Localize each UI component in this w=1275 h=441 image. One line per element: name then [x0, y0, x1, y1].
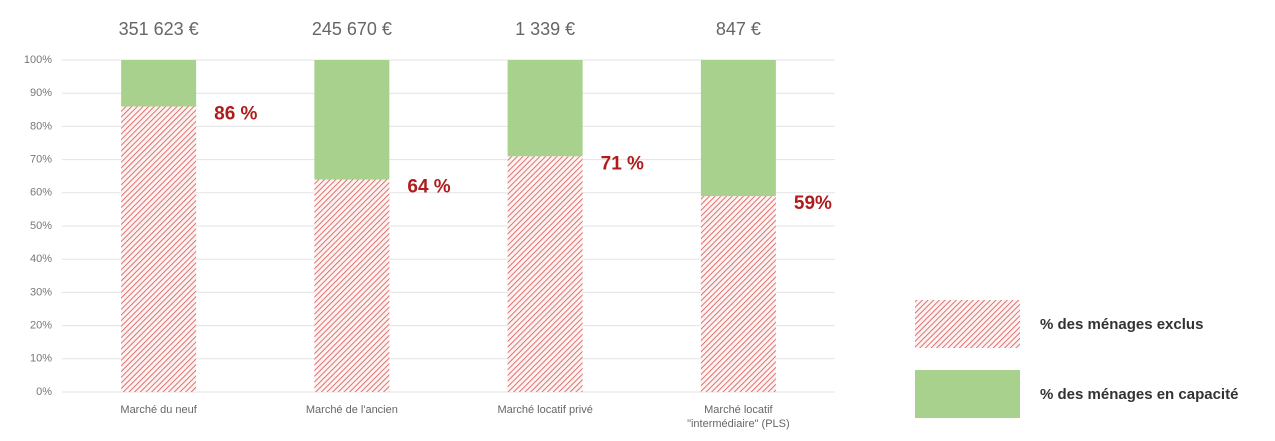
annotation: 847 €: [716, 19, 761, 39]
value-label: 86 %: [214, 103, 257, 124]
y-tick-label: 90%: [30, 87, 52, 99]
y-tick-label: 10%: [30, 353, 52, 365]
annotation: 1 339 €: [515, 19, 575, 39]
bar-segment: [314, 60, 390, 180]
legend-swatch: [915, 370, 1020, 418]
bar-segment: [121, 60, 197, 107]
x-label-box: Marché locatif privé: [497, 404, 593, 416]
bar-segment: [700, 196, 776, 392]
y-tick-label: 70%: [30, 154, 52, 166]
x-tick-label: Marché locatif privé: [497, 404, 593, 416]
bar-segment: [507, 156, 583, 392]
x-tick-label: Marché du neuf: [120, 404, 197, 416]
y-tick-label: 50%: [30, 220, 52, 232]
x-label-box: Marché du neuf: [120, 404, 197, 416]
y-tick-label: 80%: [30, 120, 52, 132]
bar-segment: [507, 60, 583, 157]
y-tick-label: 40%: [30, 253, 52, 265]
y-tick-label: 60%: [30, 187, 52, 199]
x-label-box: Marché locatif "intermédiaire" (PLS): [687, 404, 790, 430]
y-tick-label: 30%: [30, 286, 52, 298]
bar-segment: [314, 179, 390, 392]
legend-label: % des ménages en capacité: [1040, 386, 1238, 403]
value-label: 71 %: [601, 153, 644, 174]
bar-segment: [121, 106, 197, 392]
x-label-box: Marché de l'ancien: [305, 404, 398, 416]
y-tick-label: 20%: [30, 320, 52, 332]
annotation: 245 670 €: [312, 19, 392, 39]
y-tick-label: 100%: [24, 54, 52, 66]
annotation: 351 623 €: [119, 19, 199, 39]
value-label: 59%: [794, 193, 832, 214]
bar-segment: [700, 60, 776, 197]
x-tick-label: Marché de l'ancien: [305, 404, 398, 416]
legend-label: % des ménages exclus: [1040, 316, 1203, 333]
y-tick-label: 0%: [36, 386, 52, 398]
x-tick-label: Marché locatif "intermédiaire" (PLS): [687, 404, 790, 430]
value-label: 64 %: [407, 177, 450, 198]
legend-swatch: [915, 300, 1020, 348]
